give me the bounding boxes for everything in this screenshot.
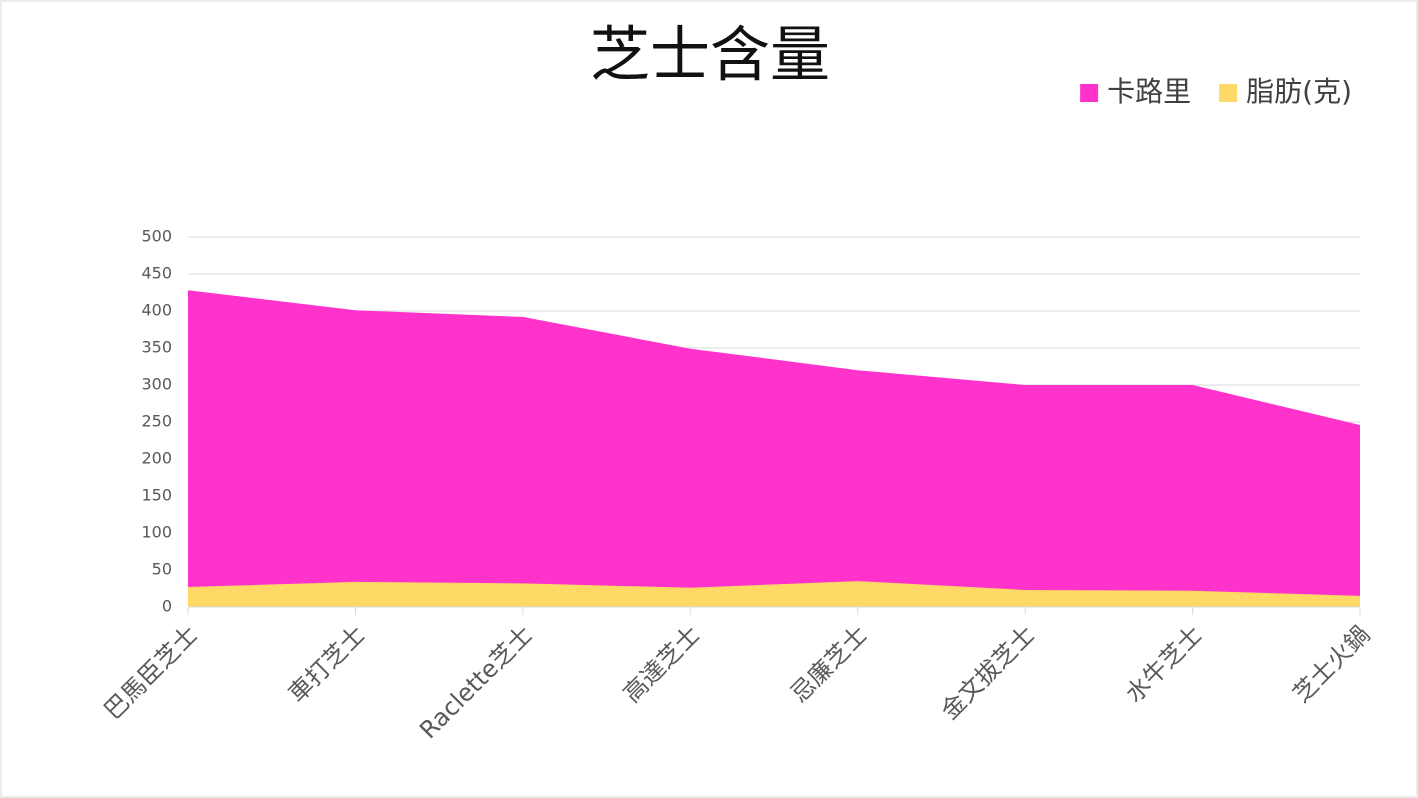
y-tick-label: 200 (141, 449, 172, 468)
y-tick-label: 400 (141, 301, 172, 320)
legend-label: 脂肪(克) (1246, 75, 1352, 108)
area (188, 581, 1360, 607)
y-tick-label: 150 (141, 486, 172, 505)
y-tick-label: 0 (162, 597, 172, 616)
chart-title: 芝士含量 (590, 21, 830, 91)
y-tick-label: 100 (141, 523, 172, 542)
legend-swatch (1080, 84, 1099, 102)
y-tick-label: 350 (141, 338, 172, 357)
y-tick-label: 500 (141, 227, 172, 246)
y-tick-label: 450 (141, 264, 172, 283)
y-tick-label: 300 (141, 375, 172, 394)
legend-label: 卡路里 (1107, 75, 1191, 108)
area (188, 290, 1360, 607)
legend-swatch (1219, 84, 1238, 102)
y-tick-label: 250 (141, 412, 172, 431)
y-tick-label: 50 (152, 560, 172, 579)
